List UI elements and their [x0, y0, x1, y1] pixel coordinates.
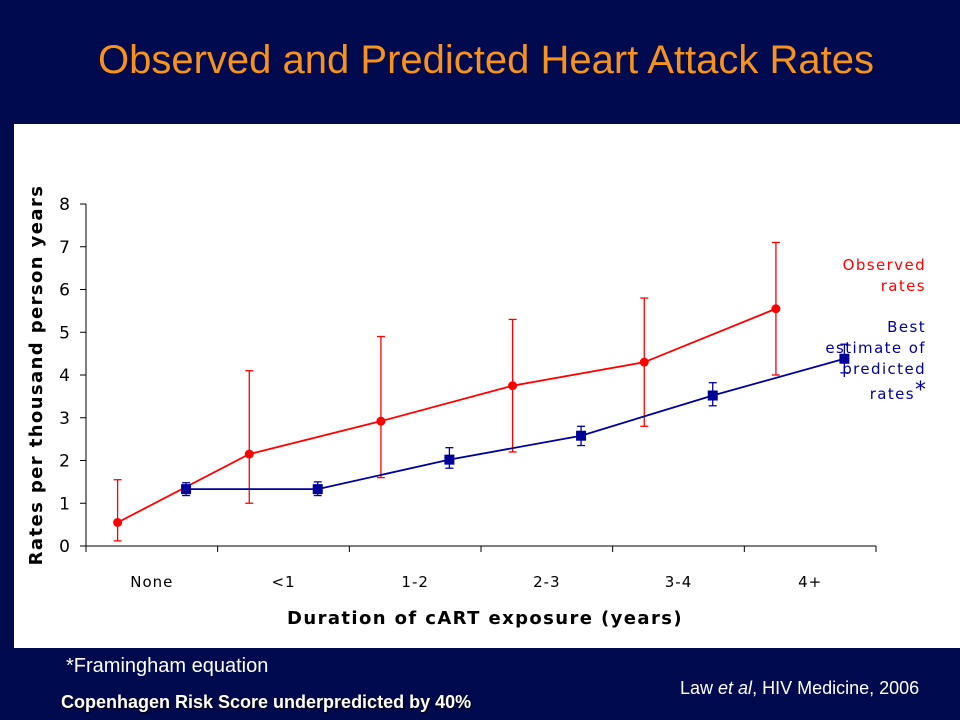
series-predicted: [181, 343, 850, 497]
data-point: [707, 390, 718, 401]
y-tick-label: 2: [59, 452, 70, 472]
x-tick-label: 3-4: [665, 573, 693, 591]
legend-predicted-rates: Best estimate of predicted rates*: [804, 317, 926, 405]
x-tick-label: 1-2: [401, 573, 429, 591]
data-point: [244, 449, 254, 459]
data-point: [508, 381, 518, 391]
x-axis-label: Duration of cART exposure (years): [287, 608, 683, 629]
bottom-note: Copenhagen Risk Score underpredicted by …: [61, 692, 472, 712]
data-point: [113, 517, 123, 527]
legend-predicted-marker: *: [915, 378, 926, 403]
legend-observed-line-2: rates: [880, 277, 926, 295]
series-layer: [113, 241, 850, 542]
data-point: [181, 484, 192, 495]
y-tick-label: 5: [59, 323, 70, 343]
y-axis-label: Rates per thousand person years: [26, 185, 47, 566]
series-observed: [113, 241, 781, 542]
legend-predicted-line-4: rates: [869, 385, 915, 403]
y-tick-label: 4: [59, 366, 70, 386]
source-rest: , HIV Medicine, 2006: [752, 678, 920, 698]
x-tick-label: <1: [271, 573, 295, 591]
y-tick-label: 6: [59, 281, 70, 301]
data-point: [771, 304, 781, 314]
source-author: Law: [680, 678, 719, 698]
data-point: [639, 357, 649, 367]
legend-predicted-line-3: predicted: [842, 360, 926, 378]
footnote: *Framingham equation: [66, 655, 269, 677]
data-point: [839, 353, 850, 364]
source-etal: et al: [718, 678, 753, 698]
legend-predicted-line-1: Best: [887, 318, 926, 336]
x-tick-label: 2-3: [533, 573, 561, 591]
y-tick-label: 7: [59, 238, 70, 258]
x-tick-label: 4+: [798, 573, 822, 591]
source-citation: Law et al, HIV Medicine, 2006: [680, 678, 919, 699]
series-line: [186, 357, 845, 491]
y-tick-label: 8: [59, 195, 70, 215]
legend-observed-line-1: Observed: [842, 256, 926, 274]
data-point: [376, 416, 386, 426]
data-point: [576, 430, 587, 441]
y-axis-ticks: 0 1 2 3 4 5 6 7 8: [59, 195, 86, 557]
legend-predicted-line-2: estimate of: [825, 339, 926, 357]
y-tick-label: 3: [59, 409, 70, 429]
x-axis-ticks: None <1 1-2 2-3 3-4 4+: [85, 546, 877, 591]
data-point: [444, 454, 455, 465]
chart-svg: 0 1 2 3 4 5 6 7 8 None <1 1-2 2-3 3-4 4+ Rates per th…: [26, 185, 877, 629]
slide-title: Observed and Predicted Heart Attack Rate…: [98, 38, 874, 82]
y-tick-label: 0: [59, 537, 70, 557]
chart-panel: 0 1 2 3 4 5 6 7 8 None <1 1-2 2-3 3-4 4+ Rates per th…: [14, 124, 960, 648]
y-tick-label: 1: [59, 494, 70, 514]
legend-observed-rates: Observed rates: [802, 255, 926, 297]
data-point: [312, 484, 323, 495]
series-line: [117, 307, 777, 524]
x-tick-label: None: [130, 573, 173, 591]
